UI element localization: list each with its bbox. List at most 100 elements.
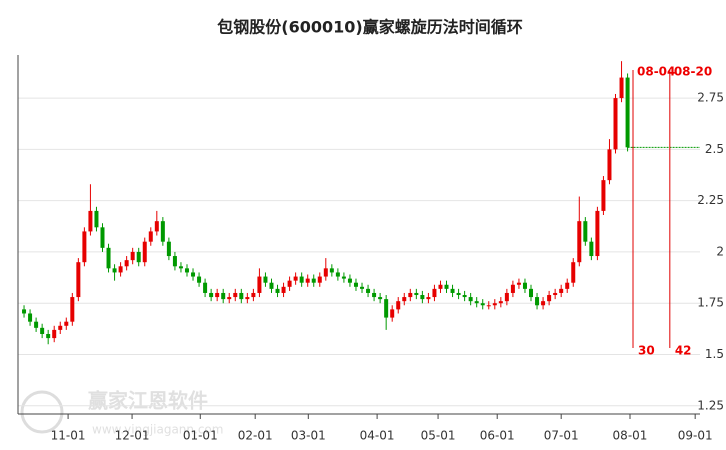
candle-body [547,295,552,302]
candle [529,284,534,302]
candle [516,278,521,289]
candle [118,262,123,277]
candle [154,210,159,236]
candle-body [94,210,99,228]
candle-body [191,272,196,277]
candle [299,272,304,287]
candle-body [227,297,232,300]
candle-body [468,297,473,302]
candle [498,297,503,308]
candle [565,278,570,293]
candle-body [293,276,298,281]
candle-body [571,262,576,283]
candle [64,317,69,330]
candle [625,73,630,152]
candle [281,282,286,298]
candle [275,284,280,298]
cycle-count: 42 [675,344,692,358]
candle-body [601,180,606,211]
watermark: 赢家江恩软件 www.yingjiagann.com [20,389,223,437]
candle [82,227,87,267]
candle-body [64,321,69,326]
candle-body [613,98,618,150]
candle [456,288,461,300]
candle-body [619,77,624,99]
candle [432,284,437,302]
candle-body [444,284,449,289]
candle [203,278,208,298]
watermark-url: www.yingjiagann.com [92,423,223,437]
candle [311,274,316,287]
candle [197,272,202,287]
candle-body [269,282,274,289]
candle [360,282,365,293]
x-tick-label: 02-01 [238,429,273,443]
candle [112,264,117,281]
candle [541,297,546,310]
candle [257,268,262,298]
candle [184,264,189,277]
y-tick-label: 1.5 [705,347,724,361]
candle [172,251,177,271]
cycle-date: 08-20 [674,65,712,79]
candle [510,280,515,298]
candle-body [396,301,401,310]
candle [251,288,256,302]
candle [607,139,612,185]
x-tick-label: 03-01 [291,429,326,443]
candle-body [583,221,588,242]
candle-body [510,284,515,293]
cycle-count: 30 [638,344,655,358]
candle [577,196,582,267]
y-tick-label: 1.25 [697,398,724,412]
candle-body [541,301,546,306]
watermark-logo [20,390,64,434]
candle [366,284,371,298]
candle [553,288,558,300]
candle-body [595,210,600,257]
candle-body [142,241,147,263]
candle-body [281,286,286,293]
candle-body [529,288,534,298]
candle-body [34,321,39,328]
candle-body [148,231,153,242]
candle [124,256,129,271]
candle-body [559,288,564,293]
candle-body [384,299,389,318]
candle [40,323,45,339]
candle-body [426,297,431,300]
candle-body [154,221,159,232]
candle-body [275,288,280,293]
candle [571,258,576,287]
x-tick-label: 07-01 [544,429,579,443]
candle [547,290,552,306]
candle-body [360,286,365,289]
candle-body [58,325,63,330]
candle [444,280,449,293]
candle-body [462,295,467,298]
candle-body [516,282,521,285]
candle-body [480,303,485,306]
candle [52,325,57,343]
candle-body [203,282,208,293]
candle-body [414,292,419,296]
candle [76,258,81,302]
candle-body [46,333,51,339]
candle [408,288,413,302]
candle [589,237,594,261]
candle-body [124,260,129,267]
candle [148,227,153,246]
candle [462,290,467,302]
candle-body [498,301,503,304]
candle [28,309,33,326]
candle [178,262,183,273]
candle-body [607,149,612,181]
candle-body [118,266,123,273]
candle-body [184,268,189,273]
candle [595,206,600,261]
candle-body [347,278,352,283]
candle-body [88,210,93,232]
candle-body [335,272,340,277]
candle [191,268,196,281]
candle [347,274,352,287]
